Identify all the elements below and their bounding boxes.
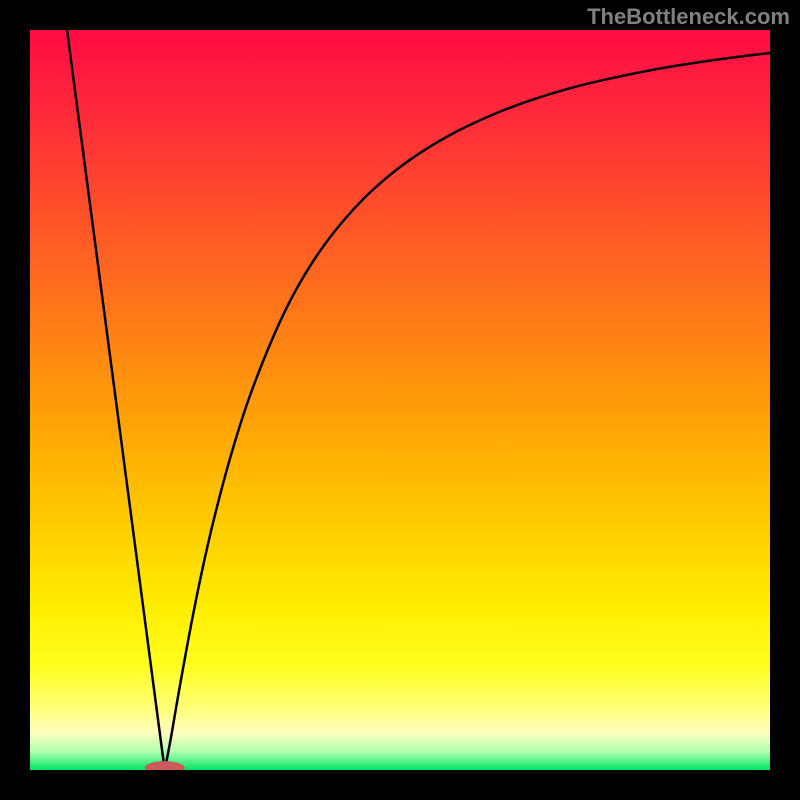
plot-area	[30, 30, 770, 770]
chart-svg	[30, 30, 770, 770]
chart-frame: TheBottleneck.com	[0, 0, 800, 800]
gradient-background	[30, 30, 770, 770]
watermark-text: TheBottleneck.com	[587, 4, 790, 30]
